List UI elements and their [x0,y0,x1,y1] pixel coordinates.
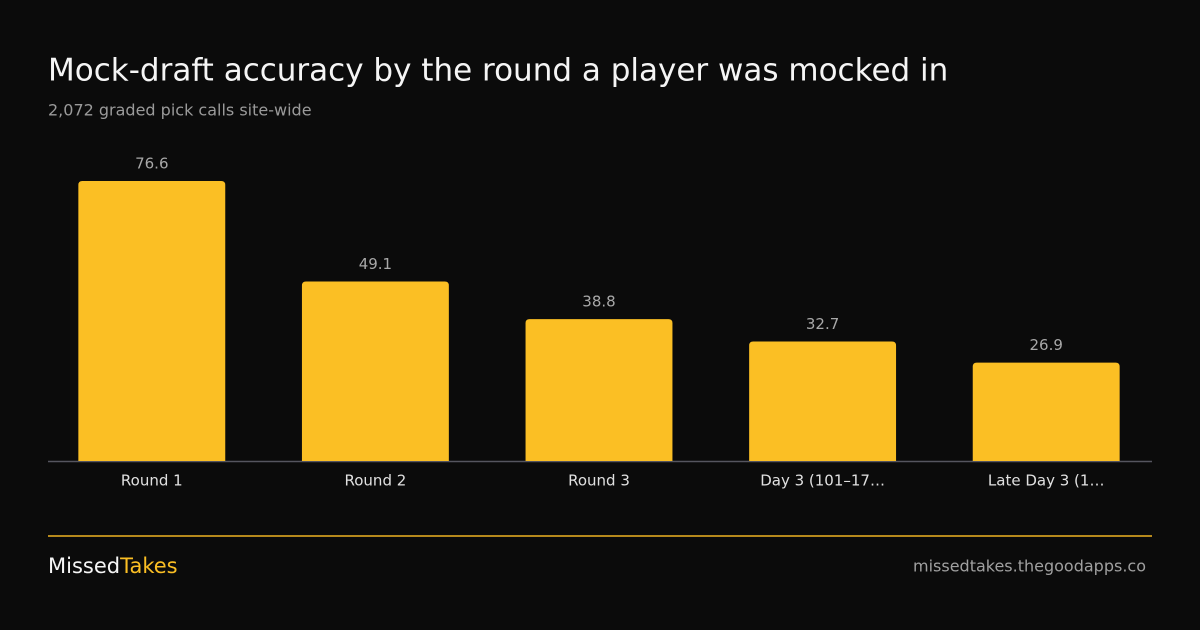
bar [78,181,226,462]
brand-first: Missed [48,554,120,578]
value-label: 49.1 [359,255,392,273]
footer-url: missedtakes.thegoodapps.co [913,557,1146,576]
bar [972,362,1120,461]
x-tick-label: Round 1 [121,472,183,490]
bar [749,341,897,461]
chart-title: Mock-draft accuracy by the round a playe… [48,53,948,89]
value-label: 26.9 [1029,336,1062,354]
x-tick-label: Late Day 3 (1… [988,472,1105,490]
value-label: 38.8 [582,293,615,311]
value-label: 76.6 [135,155,168,173]
value-label: 32.7 [806,315,839,333]
chart-subtitle: 2,072 graded pick calls site-wide [48,101,312,120]
bar [301,281,449,461]
x-tick-label: Round 2 [345,472,407,490]
brand: MissedTakes [48,554,178,578]
x-tick-label: Round 3 [568,472,630,490]
brand-second: Takes [119,554,178,578]
x-tick-label: Day 3 (101–17… [760,472,885,490]
bar [525,319,673,461]
